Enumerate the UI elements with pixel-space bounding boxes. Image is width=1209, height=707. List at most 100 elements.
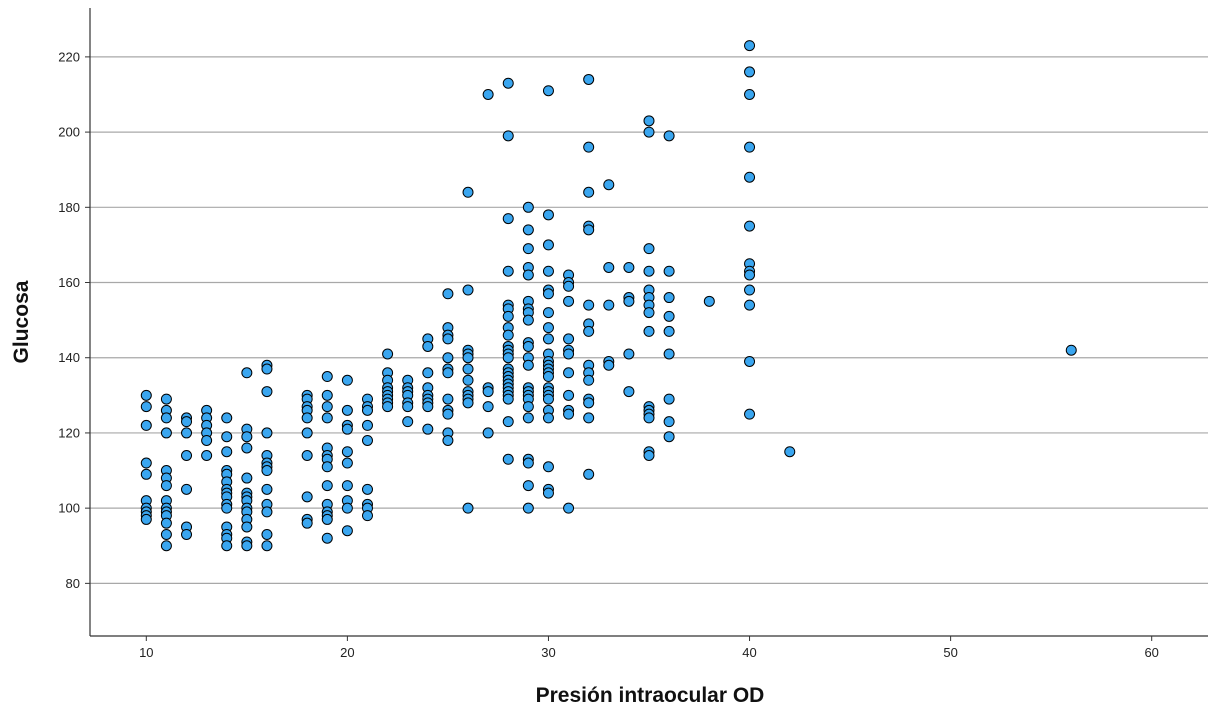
data-point: [382, 401, 394, 413]
data-point: [201, 449, 213, 461]
data-point: [502, 77, 514, 89]
data-point: [241, 431, 253, 443]
data-point: [663, 416, 675, 428]
x-tick-label: 20: [340, 645, 354, 660]
data-point: [160, 528, 172, 540]
data-point: [603, 299, 615, 311]
data-point: [261, 363, 273, 375]
data-point: [744, 220, 756, 232]
y-tick-label: 80: [66, 576, 80, 591]
data-point: [442, 393, 454, 405]
data-point: [563, 280, 575, 292]
data-point: [563, 367, 575, 379]
y-tick-label: 220: [58, 49, 80, 64]
data-point: [261, 386, 273, 398]
data-point: [181, 528, 193, 540]
data-point: [361, 404, 373, 416]
data-point: [663, 310, 675, 322]
data-point: [583, 468, 595, 480]
data-point: [522, 269, 534, 281]
data-point: [160, 427, 172, 439]
y-tick-label: 180: [58, 200, 80, 215]
data-point: [140, 513, 152, 525]
data-point: [442, 288, 454, 300]
data-point: [462, 397, 474, 409]
data-point: [744, 40, 756, 52]
axes: [85, 8, 1208, 641]
data-point: [744, 141, 756, 153]
data-point: [542, 322, 554, 334]
data-point: [522, 412, 534, 424]
y-tick-label: 140: [58, 350, 80, 365]
data-point: [341, 423, 353, 435]
data-point: [663, 130, 675, 142]
data-point: [160, 517, 172, 529]
data-point: [221, 540, 233, 552]
data-point: [583, 412, 595, 424]
data-point: [563, 348, 575, 360]
data-point: [542, 85, 554, 97]
data-point: [221, 502, 233, 514]
y-tick-label: 160: [58, 275, 80, 290]
data-point: [462, 502, 474, 514]
x-tick-label: 60: [1144, 645, 1158, 660]
data-points: [140, 40, 1077, 552]
data-point: [321, 389, 333, 401]
data-point: [321, 412, 333, 424]
data-point: [744, 408, 756, 420]
data-point: [301, 491, 313, 503]
data-point: [482, 88, 494, 100]
data-point: [583, 73, 595, 85]
data-point: [744, 355, 756, 367]
data-point: [542, 307, 554, 319]
data-point: [321, 401, 333, 413]
data-point: [542, 393, 554, 405]
data-point: [261, 540, 273, 552]
data-point: [140, 457, 152, 469]
data-point: [442, 333, 454, 345]
data-point: [482, 427, 494, 439]
data-point: [522, 340, 534, 352]
data-point: [542, 333, 554, 345]
data-point: [744, 66, 756, 78]
data-point: [261, 465, 273, 477]
y-tick-label: 100: [58, 501, 80, 516]
data-point: [482, 401, 494, 413]
data-point: [361, 419, 373, 431]
data-point: [361, 434, 373, 446]
data-point: [442, 367, 454, 379]
data-point: [261, 528, 273, 540]
data-point: [422, 423, 434, 435]
data-point: [301, 449, 313, 461]
data-point: [583, 397, 595, 409]
data-point: [542, 371, 554, 383]
data-point: [181, 427, 193, 439]
data-point: [181, 483, 193, 495]
data-point: [321, 513, 333, 525]
data-point: [643, 115, 655, 127]
data-point: [301, 517, 313, 529]
data-point: [241, 540, 253, 552]
data-point: [502, 213, 514, 225]
data-point: [341, 374, 353, 386]
data-point: [522, 480, 534, 492]
data-point: [542, 412, 554, 424]
data-point: [341, 480, 353, 492]
data-point: [442, 434, 454, 446]
data-point: [643, 412, 655, 424]
data-point: [643, 265, 655, 277]
data-point: [623, 386, 635, 398]
data-point: [583, 299, 595, 311]
data-point: [502, 453, 514, 465]
data-point: [462, 284, 474, 296]
data-point: [784, 446, 796, 458]
gridlines: [90, 56, 1208, 584]
data-point: [502, 352, 514, 364]
data-point: [241, 367, 253, 379]
data-point: [341, 502, 353, 514]
data-point: [603, 359, 615, 371]
data-point: [241, 472, 253, 484]
data-point: [361, 483, 373, 495]
data-point: [563, 295, 575, 307]
